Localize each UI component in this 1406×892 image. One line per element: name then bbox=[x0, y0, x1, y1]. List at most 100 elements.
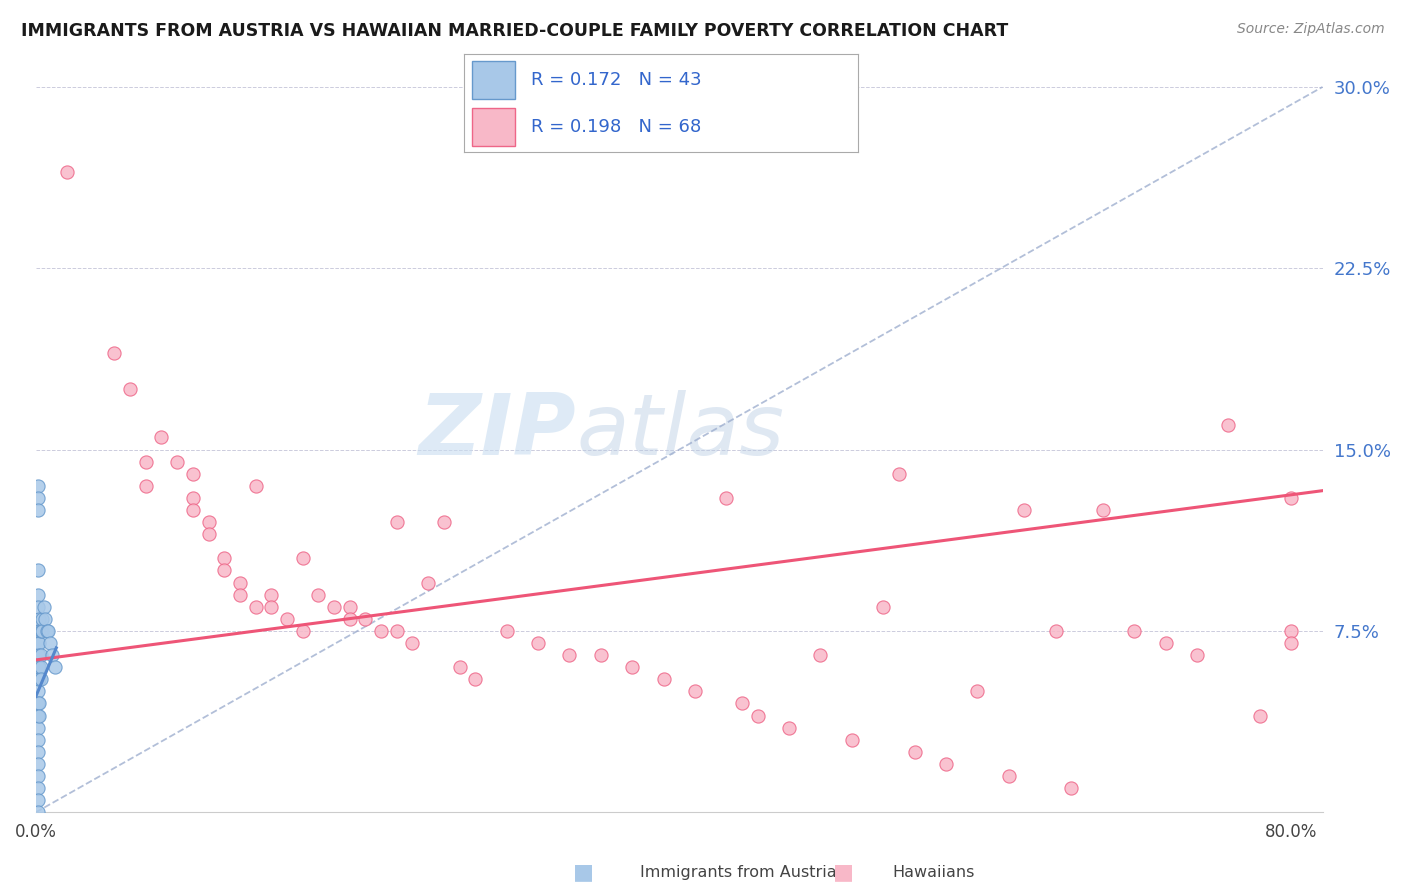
Point bbox=[1279, 491, 1302, 505]
Point bbox=[32, 599, 55, 614]
Point bbox=[30, 648, 52, 662]
Point bbox=[103, 346, 125, 360]
Text: ■: ■ bbox=[574, 863, 593, 882]
Point bbox=[197, 515, 219, 529]
Point bbox=[716, 491, 738, 505]
Point bbox=[449, 660, 471, 674]
Point bbox=[27, 805, 49, 820]
Point bbox=[27, 599, 49, 614]
Point bbox=[28, 612, 51, 626]
Point bbox=[841, 732, 863, 747]
Point bbox=[1060, 780, 1083, 795]
Point bbox=[810, 648, 832, 662]
Text: IMMIGRANTS FROM AUSTRIA VS HAWAIIAN MARRIED-COUPLE FAMILY POVERTY CORRELATION CH: IMMIGRANTS FROM AUSTRIA VS HAWAIIAN MARR… bbox=[21, 22, 1008, 40]
Point bbox=[135, 479, 157, 493]
Point bbox=[683, 684, 706, 698]
Text: Source: ZipAtlas.com: Source: ZipAtlas.com bbox=[1237, 22, 1385, 37]
Point bbox=[260, 599, 283, 614]
Point bbox=[27, 672, 49, 686]
Point bbox=[27, 648, 49, 662]
Point bbox=[385, 515, 408, 529]
Point bbox=[28, 624, 51, 638]
Point bbox=[589, 648, 612, 662]
Point bbox=[370, 624, 392, 638]
Point bbox=[527, 636, 550, 650]
Point bbox=[966, 684, 988, 698]
Point bbox=[181, 491, 204, 505]
FancyBboxPatch shape bbox=[472, 109, 515, 145]
Point bbox=[56, 164, 79, 178]
Point bbox=[212, 551, 235, 566]
Point bbox=[291, 551, 314, 566]
Point bbox=[197, 527, 219, 541]
Point bbox=[28, 708, 51, 723]
Point bbox=[495, 624, 517, 638]
Text: R = 0.172   N = 43: R = 0.172 N = 43 bbox=[531, 71, 702, 89]
Point bbox=[307, 588, 329, 602]
Point bbox=[1045, 624, 1067, 638]
Point bbox=[31, 612, 53, 626]
Point bbox=[558, 648, 581, 662]
Text: Immigrants from Austria: Immigrants from Austria bbox=[640, 865, 837, 880]
Point bbox=[1218, 418, 1240, 433]
Point bbox=[418, 575, 440, 590]
Point bbox=[621, 660, 644, 674]
Point bbox=[354, 612, 377, 626]
Point bbox=[28, 660, 51, 674]
Point bbox=[27, 780, 49, 795]
Point bbox=[27, 793, 49, 807]
Text: ZIP: ZIP bbox=[419, 390, 576, 473]
Point bbox=[27, 721, 49, 735]
Point bbox=[35, 624, 58, 638]
FancyBboxPatch shape bbox=[472, 62, 515, 99]
Point bbox=[339, 599, 361, 614]
Point bbox=[652, 672, 675, 686]
Point bbox=[245, 479, 267, 493]
Point bbox=[27, 636, 49, 650]
Point bbox=[28, 648, 51, 662]
Point bbox=[245, 599, 267, 614]
Point bbox=[28, 672, 51, 686]
Point bbox=[778, 721, 800, 735]
Point bbox=[935, 756, 957, 771]
Point bbox=[401, 636, 423, 650]
Point bbox=[385, 624, 408, 638]
Point bbox=[339, 612, 361, 626]
Text: R = 0.198   N = 68: R = 0.198 N = 68 bbox=[531, 118, 702, 136]
Point bbox=[135, 455, 157, 469]
Point bbox=[39, 636, 62, 650]
Point bbox=[27, 756, 49, 771]
Point bbox=[731, 697, 754, 711]
Point bbox=[1279, 636, 1302, 650]
Point bbox=[433, 515, 456, 529]
Point bbox=[27, 491, 49, 505]
Point bbox=[1279, 624, 1302, 638]
Point bbox=[30, 660, 52, 674]
Point bbox=[27, 745, 49, 759]
Point bbox=[464, 672, 486, 686]
Point bbox=[27, 697, 49, 711]
Point bbox=[276, 612, 298, 626]
Point bbox=[887, 467, 910, 481]
Point bbox=[30, 672, 52, 686]
Point bbox=[37, 624, 59, 638]
Text: atlas: atlas bbox=[576, 390, 785, 473]
Point bbox=[27, 588, 49, 602]
Point bbox=[27, 503, 49, 517]
Point bbox=[747, 708, 769, 723]
Point bbox=[28, 697, 51, 711]
Point bbox=[120, 382, 142, 396]
Point bbox=[27, 479, 49, 493]
Point bbox=[903, 745, 925, 759]
Point bbox=[1091, 503, 1114, 517]
Point bbox=[27, 769, 49, 783]
Point bbox=[260, 588, 283, 602]
Point bbox=[27, 684, 49, 698]
Text: Hawaiians: Hawaiians bbox=[893, 865, 976, 880]
Point bbox=[150, 430, 173, 444]
Point bbox=[27, 624, 49, 638]
Point bbox=[34, 612, 56, 626]
Point bbox=[27, 660, 49, 674]
Point bbox=[30, 624, 52, 638]
Point bbox=[1185, 648, 1208, 662]
